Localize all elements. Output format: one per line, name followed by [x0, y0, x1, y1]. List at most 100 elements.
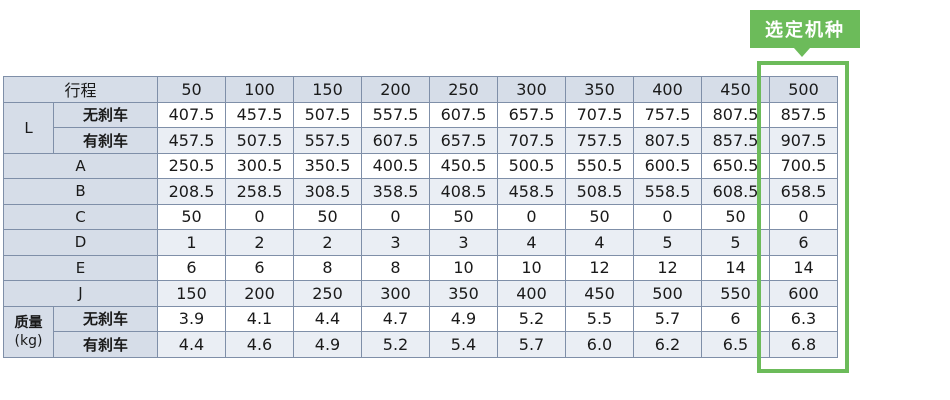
dimension-label: D	[3, 229, 158, 256]
stroke-header-cell: 300	[497, 76, 566, 103]
table-cell: 4.1	[225, 305, 294, 332]
table-cell: 258.5	[225, 178, 294, 205]
mass-group-label: 质量 (kg)	[3, 305, 54, 358]
table-cell: 657.5	[497, 101, 566, 128]
table-cell: 607.5	[429, 101, 498, 128]
table-cell: 450.5	[429, 152, 498, 179]
brake-option-label: 有刹车	[53, 127, 158, 154]
table-cell: 4.6	[225, 331, 294, 358]
mass-label: 质量	[14, 314, 43, 331]
table-cell: 6.8	[769, 331, 838, 358]
table-cell: 4.9	[429, 305, 498, 332]
table-row: A 250.5 300.5 350.5 400.5 450.5 500.5 550.5 600.…	[3, 152, 838, 179]
table-cell: 358.5	[361, 178, 430, 205]
table-cell: 5.7	[633, 305, 702, 332]
table-cell: 4.4	[293, 305, 362, 332]
table-cell: 500.5	[497, 152, 566, 179]
table-cell: 350.5	[293, 152, 362, 179]
table-cell: 507.5	[225, 127, 294, 154]
table-cell: 658.5	[769, 178, 838, 205]
table-cell: 557.5	[293, 127, 362, 154]
table-cell: 807.5	[633, 127, 702, 154]
table-header-row: 行程 50 100 150 200 250 300 350 400 450 500	[3, 76, 838, 103]
table-cell: 400.5	[361, 152, 430, 179]
table-cell: 5.4	[429, 331, 498, 358]
table-cell: 3.9	[157, 305, 226, 332]
table-cell: 857.5	[701, 127, 770, 154]
table-cell: 8	[361, 254, 430, 281]
table-cell: 250.5	[157, 152, 226, 179]
table-cell: 0	[769, 203, 838, 230]
table-cell: 4	[497, 229, 566, 256]
brake-option-label: 无刹车	[53, 305, 158, 332]
table-cell: 407.5	[157, 101, 226, 128]
table-cell: 408.5	[429, 178, 498, 205]
table-cell: 50	[157, 203, 226, 230]
table-cell: 12	[565, 254, 634, 281]
table-cell: 857.5	[769, 101, 838, 128]
table-cell: 0	[497, 203, 566, 230]
table-cell: 650.5	[701, 152, 770, 179]
table-cell: 508.5	[565, 178, 634, 205]
table-cell: 350	[429, 280, 498, 307]
table-cell: 12	[633, 254, 702, 281]
table-cell: 707.5	[497, 127, 566, 154]
table-cell: 6.5	[701, 331, 770, 358]
table-cell: 0	[633, 203, 702, 230]
table-row: E 6 6 8 8 10 10 12 12 14 14	[3, 254, 838, 281]
table-cell: 208.5	[157, 178, 226, 205]
dimension-label: B	[3, 178, 158, 205]
table-cell: 5.5	[565, 305, 634, 332]
dimension-table: 行程 50 100 150 200 250 300 350 400 450 500 L 无刹车 407.5…	[3, 76, 838, 358]
table-cell: 0	[225, 203, 294, 230]
table-row: B 208.5 258.5 308.5 358.5 408.5 458.5 508.5 558.…	[3, 178, 838, 205]
stroke-header-label: 行程	[3, 76, 158, 103]
table-cell: 558.5	[633, 178, 702, 205]
table-cell: 700.5	[769, 152, 838, 179]
table-cell: 457.5	[157, 127, 226, 154]
table-cell: 757.5	[633, 101, 702, 128]
table-cell: 3	[361, 229, 430, 256]
table-cell: 200	[225, 280, 294, 307]
table-cell: 50	[701, 203, 770, 230]
table-cell: 1	[157, 229, 226, 256]
table-cell: 807.5	[701, 101, 770, 128]
table-cell: 707.5	[565, 101, 634, 128]
table-cell: 4.9	[293, 331, 362, 358]
table-cell: 457.5	[225, 101, 294, 128]
mass-unit-label: (kg)	[14, 332, 43, 349]
table-row: C 50 0 50 0 50 0 50 0 50 0	[3, 203, 838, 230]
table-cell: 50	[565, 203, 634, 230]
table-cell: 150	[157, 280, 226, 307]
stroke-header-cell: 250	[429, 76, 498, 103]
table-cell: 4	[565, 229, 634, 256]
table-cell: 550	[701, 280, 770, 307]
stroke-header-cell: 500	[769, 76, 838, 103]
table-cell: 500	[633, 280, 702, 307]
table-cell: 400	[497, 280, 566, 307]
l-group-label: L	[3, 101, 54, 154]
table-cell: 308.5	[293, 178, 362, 205]
stroke-header-cell: 100	[225, 76, 294, 103]
table-cell: 5.2	[361, 331, 430, 358]
table-cell: 14	[769, 254, 838, 281]
table-row: 有刹车 457.5 507.5 557.5 607.5 657.5 707.5 757.5 80…	[4, 127, 838, 154]
table-cell: 5.7	[497, 331, 566, 358]
table-cell: 3	[429, 229, 498, 256]
dimension-label: C	[3, 203, 158, 230]
stroke-header-cell: 350	[565, 76, 634, 103]
table-cell: 5	[701, 229, 770, 256]
table-cell: 4.7	[361, 305, 430, 332]
table-cell: 50	[293, 203, 362, 230]
table-cell: 6	[701, 305, 770, 332]
table-cell: 8	[293, 254, 362, 281]
stroke-header-cell: 150	[293, 76, 362, 103]
table-cell: 4.4	[157, 331, 226, 358]
dimension-label: E	[3, 254, 158, 281]
table-cell: 10	[429, 254, 498, 281]
table-cell: 607.5	[361, 127, 430, 154]
table-cell: 6.2	[633, 331, 702, 358]
table-cell: 6	[225, 254, 294, 281]
table-cell: 608.5	[701, 178, 770, 205]
